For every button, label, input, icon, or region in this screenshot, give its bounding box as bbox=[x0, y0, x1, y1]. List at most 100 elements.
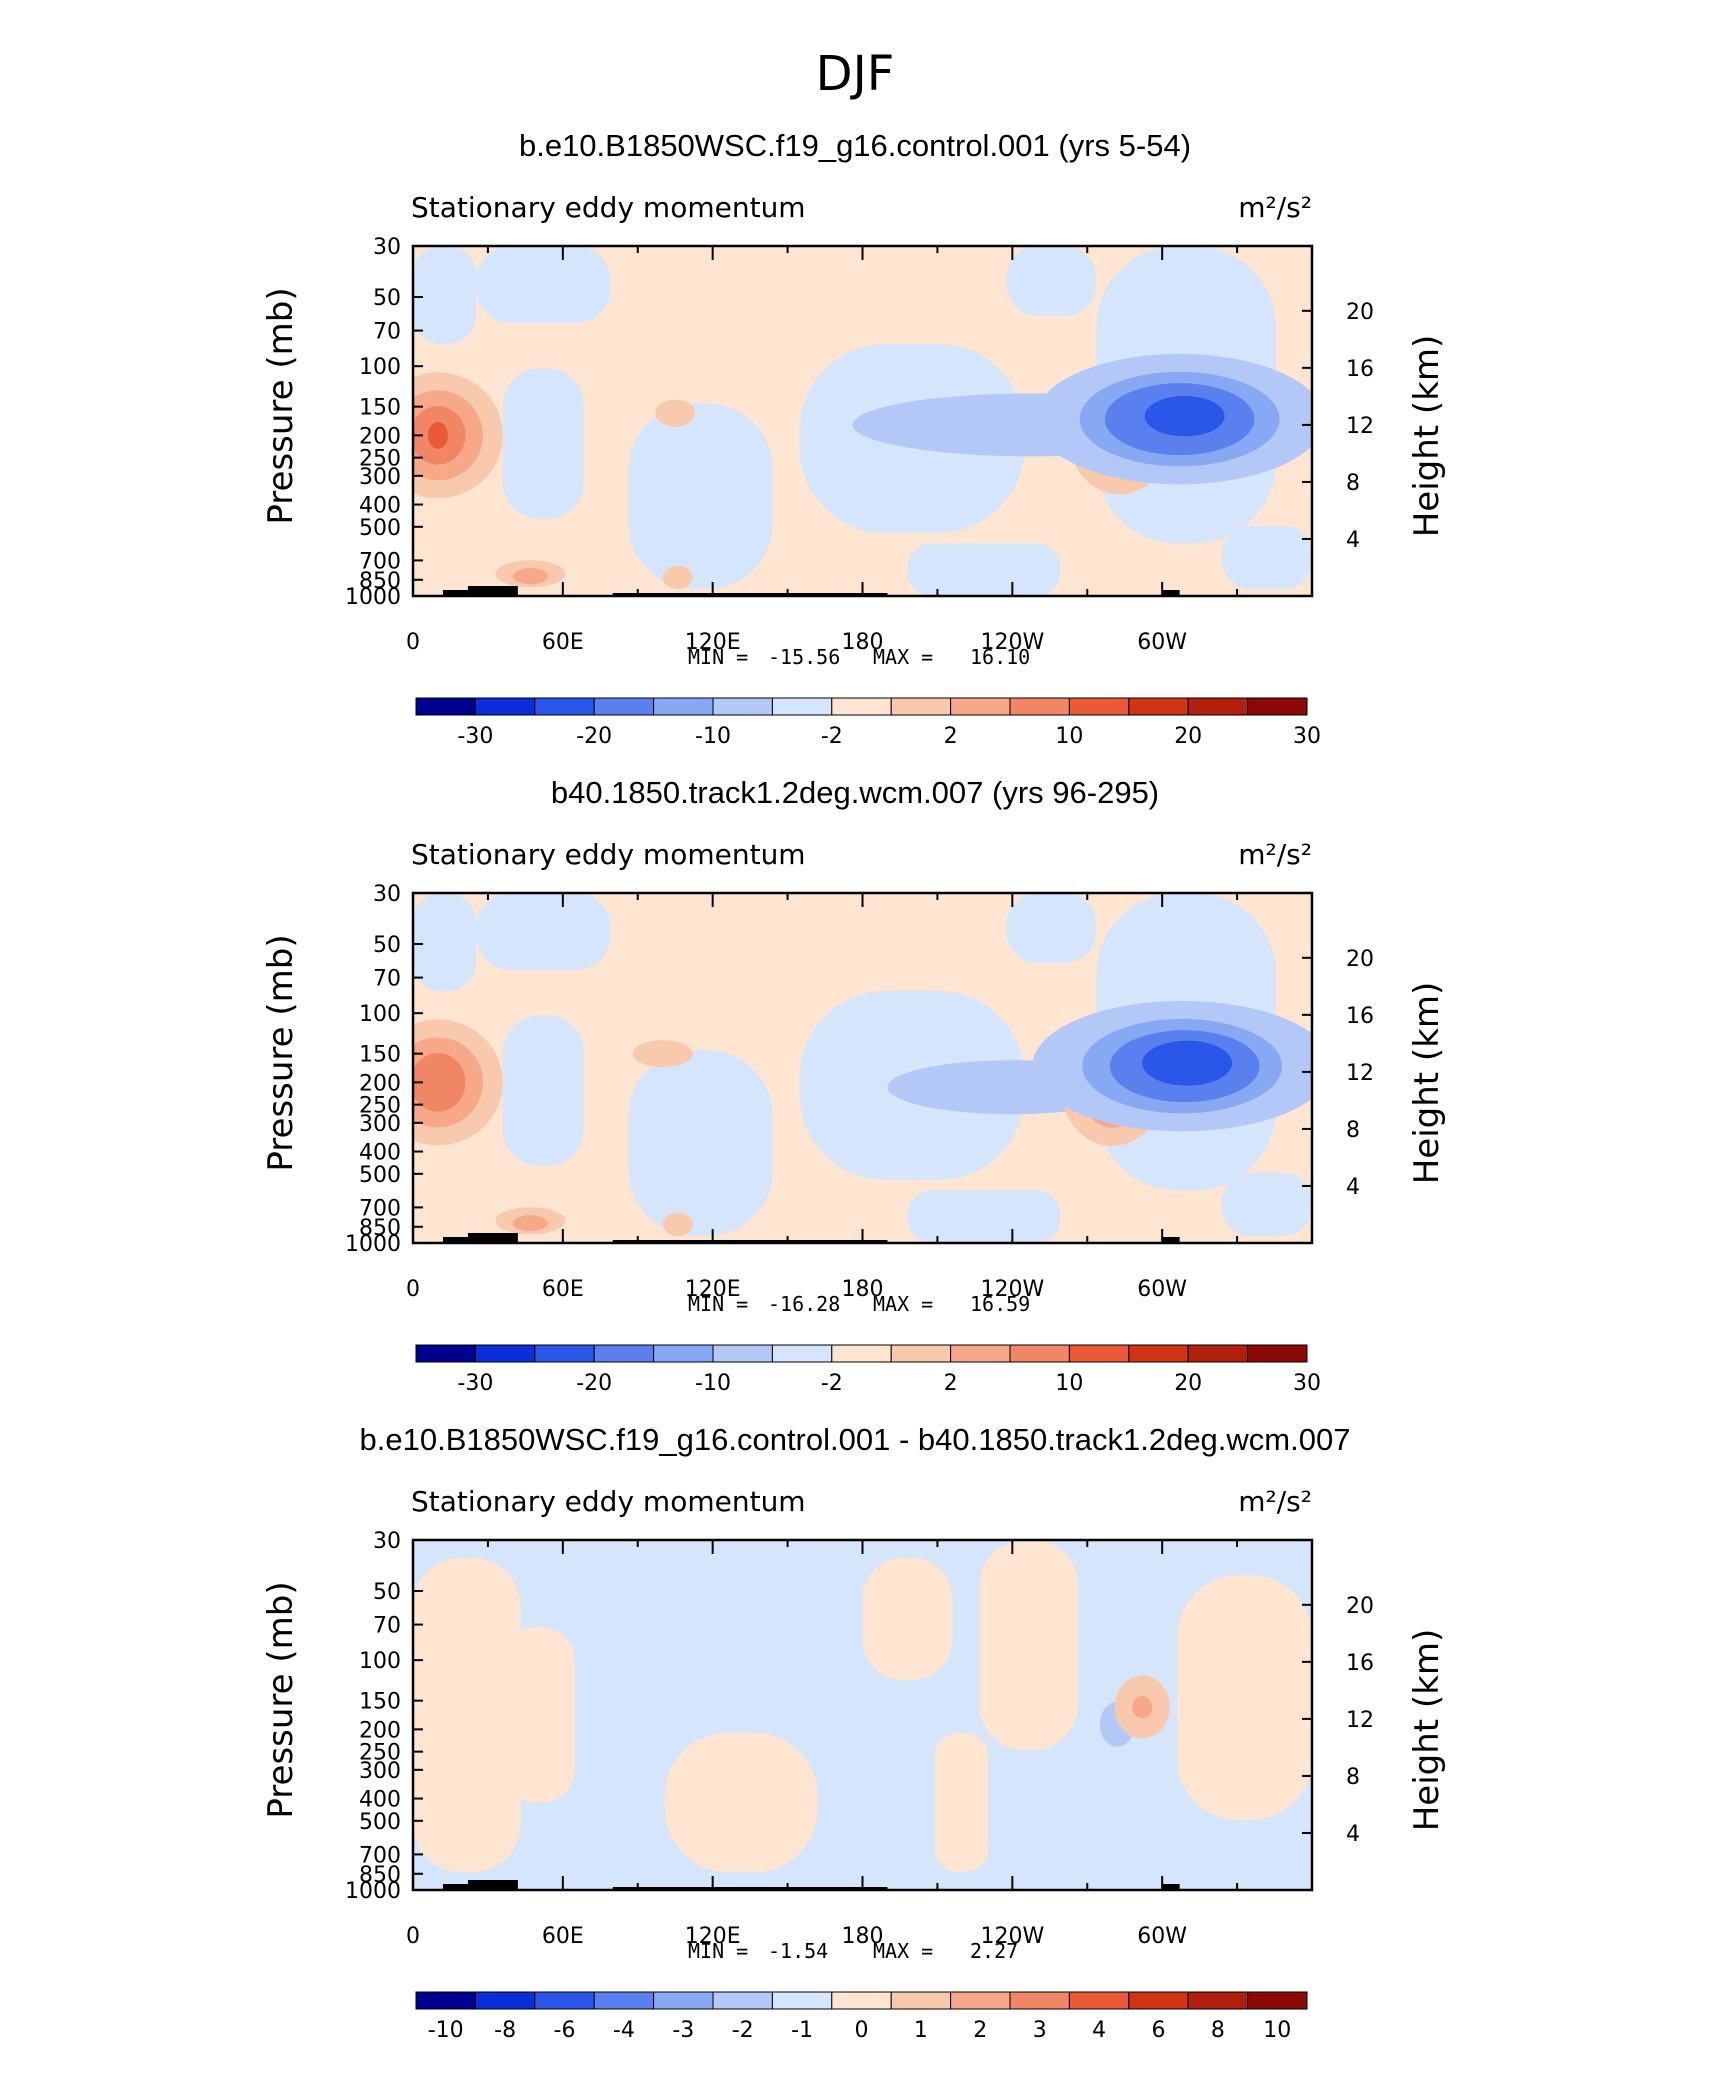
x-tick-label: 60E bbox=[542, 1924, 584, 1949]
colorbar-swatch bbox=[1009, 1991, 1070, 2010]
colorbar-swatch bbox=[1187, 1344, 1249, 1363]
topography bbox=[467, 1233, 518, 1243]
y-tick-label: 50 bbox=[373, 933, 401, 958]
colorbar-swatch bbox=[1247, 697, 1308, 716]
colorbar-tick-label: 20 bbox=[1174, 724, 1202, 749]
contour-field bbox=[413, 246, 1312, 596]
x-tick-label: 180 bbox=[842, 630, 884, 655]
topography bbox=[442, 1884, 468, 1890]
contour-feature bbox=[1132, 1695, 1153, 1719]
colorbar: -30 -20 -10 -2 2 10 20 30 bbox=[415, 1344, 1321, 1396]
topography bbox=[612, 593, 888, 596]
colorbar-swatch bbox=[1128, 1991, 1189, 2010]
colorbar-swatch bbox=[1247, 1344, 1308, 1363]
figure-title: DJF bbox=[816, 46, 895, 102]
colorbar-swatch bbox=[890, 1991, 952, 2010]
colorbar-tick-label: 6 bbox=[1152, 2018, 1166, 2043]
y-tick-label: 70 bbox=[373, 1614, 401, 1639]
y-tick-label: 200 bbox=[359, 424, 401, 449]
colorbar-tick-label: -4 bbox=[613, 2018, 635, 2043]
contour-band bbox=[1006, 893, 1097, 963]
contour-band bbox=[413, 893, 476, 991]
colorbar-swatch bbox=[474, 1991, 536, 2010]
x-tick-label: 120W bbox=[980, 1277, 1044, 1302]
colorbar-swatch bbox=[1009, 697, 1070, 716]
contour-band bbox=[934, 1732, 989, 1873]
variable-label: Stationary eddy momentum bbox=[411, 191, 806, 224]
x-tick-label: 180 bbox=[842, 1277, 884, 1302]
colorbar-swatch bbox=[415, 1344, 476, 1363]
colorbar-tick-label: -30 bbox=[457, 724, 493, 749]
colorbar-swatch bbox=[1068, 697, 1130, 716]
contour-band bbox=[628, 1050, 773, 1236]
contour-feature bbox=[662, 1212, 693, 1237]
contour-feature bbox=[512, 568, 548, 585]
colorbar-swatch bbox=[771, 697, 833, 716]
colorbar-tick-label: -2 bbox=[732, 2018, 754, 2043]
colorbar-swatch bbox=[534, 1344, 595, 1363]
y-tick-label: 500 bbox=[359, 1810, 401, 1835]
colorbar-tick-label: 2 bbox=[944, 724, 958, 749]
colorbar-swatch bbox=[1009, 1344, 1070, 1363]
colorbar-swatch bbox=[1247, 1991, 1308, 2010]
colorbar-swatch bbox=[890, 697, 952, 716]
colorbar-swatch bbox=[712, 1991, 773, 2010]
x-tick-label: 60W bbox=[1137, 630, 1187, 655]
contour-band bbox=[1177, 1575, 1312, 1820]
x-tick-label: 0 bbox=[406, 630, 420, 655]
y-tick-label: 1000 bbox=[345, 1879, 401, 1904]
colorbar-tick-label: -10 bbox=[695, 724, 731, 749]
contour-feature bbox=[662, 565, 693, 590]
colorbar-tick-label: -2 bbox=[821, 1371, 843, 1396]
colorbar-swatch bbox=[1068, 1991, 1130, 2010]
y-tick-label: 150 bbox=[359, 1043, 401, 1068]
y2-tick-label: 12 bbox=[1346, 1708, 1374, 1733]
y-tick-label: 400 bbox=[359, 494, 401, 519]
y-tick-label: 300 bbox=[359, 1112, 401, 1137]
y-tick-label: 30 bbox=[373, 235, 401, 260]
colorbar-swatch bbox=[653, 1991, 714, 2010]
y2-tick-label: 16 bbox=[1346, 357, 1374, 382]
colorbar-swatch bbox=[534, 697, 595, 716]
contour-feature bbox=[655, 399, 696, 427]
contour-band bbox=[1006, 246, 1097, 316]
colorbar-tick-label: 10 bbox=[1055, 724, 1083, 749]
contour-feature bbox=[413, 1053, 466, 1112]
contour-feature bbox=[1144, 395, 1225, 437]
contour-feature bbox=[427, 421, 448, 449]
colorbar-tick-label: 10 bbox=[1263, 2018, 1291, 2043]
colorbar-swatch bbox=[950, 1991, 1011, 2010]
min-label: MIN = bbox=[688, 1939, 748, 1963]
colorbar-swatch bbox=[771, 1344, 833, 1363]
y-tick-label: 250 bbox=[359, 447, 401, 472]
y-tick-label: 850 bbox=[359, 569, 401, 594]
y-tick-label: 150 bbox=[359, 1690, 401, 1715]
topography bbox=[467, 1880, 518, 1890]
colorbar-swatch bbox=[1187, 1991, 1249, 2010]
colorbar-swatch bbox=[474, 1344, 536, 1363]
colorbar: -10 -8 -6 -4 -3 -2 -1 0 1 2 3 4 6 8 10 bbox=[415, 1991, 1308, 2043]
min-label: MIN = bbox=[688, 1292, 748, 1316]
y-axis-label: Pressure (mb) bbox=[261, 1581, 301, 1818]
y-tick-label: 70 bbox=[373, 967, 401, 992]
max-label: MAX = bbox=[873, 1292, 933, 1316]
y-tick-label: 100 bbox=[359, 1649, 401, 1674]
max-value: 16.10 bbox=[970, 645, 1030, 669]
contour-band bbox=[1222, 1173, 1312, 1236]
x-tick-label: 0 bbox=[406, 1277, 420, 1302]
units-label: m²/s² bbox=[1238, 838, 1312, 871]
y2-axis-label: Height (km) bbox=[1407, 982, 1447, 1185]
y-tick-label: 300 bbox=[359, 1759, 401, 1784]
colorbar-tick-label: -10 bbox=[695, 1371, 731, 1396]
y-tick-label: 300 bbox=[359, 465, 401, 490]
y2-tick-label: 20 bbox=[1346, 300, 1374, 325]
colorbar-swatch bbox=[831, 1344, 892, 1363]
y2-tick-label: 20 bbox=[1346, 1594, 1374, 1619]
colorbar-tick-label: 10 bbox=[1055, 1371, 1083, 1396]
y2-tick-label: 4 bbox=[1346, 528, 1360, 553]
topography bbox=[1162, 1237, 1180, 1243]
x-tick-label: 60E bbox=[542, 630, 584, 655]
y-tick-label: 850 bbox=[359, 1216, 401, 1241]
colorbar-swatch bbox=[890, 1344, 952, 1363]
contour-band bbox=[907, 543, 1061, 596]
